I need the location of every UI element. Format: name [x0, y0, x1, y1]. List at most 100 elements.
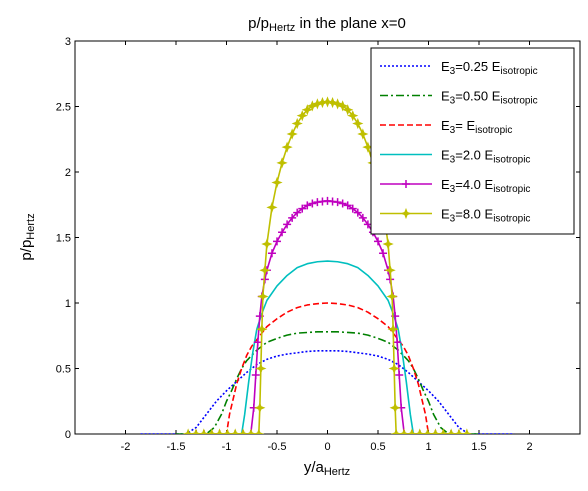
data-point [379, 249, 388, 258]
chart-title: p/pHertz in the plane x=0 [248, 15, 406, 34]
data-point [308, 199, 317, 208]
x-tick-label: 1 [425, 441, 431, 453]
legend-entry: E3=0.25 Eisotropic [380, 59, 538, 77]
data-point [326, 96, 339, 109]
x-tick-label: -0.5 [268, 441, 287, 453]
data-point [362, 141, 374, 153]
data-point [374, 237, 382, 246]
series-line [206, 302, 449, 434]
data-point [338, 199, 347, 208]
series-line [226, 260, 429, 434]
data-point [293, 208, 302, 217]
y-axis: 0 0.5 1 1.5 2 2.5 3 [56, 36, 580, 441]
data-point [254, 402, 266, 414]
series-layer [140, 96, 515, 434]
data-point [395, 371, 404, 380]
data-point [332, 98, 344, 110]
legend-label: E3=2.0 Eisotropic [441, 148, 530, 166]
x-tick-label: 2 [526, 441, 532, 453]
data-point [337, 100, 349, 112]
data-point [343, 201, 352, 210]
data-point [206, 428, 218, 434]
series-3 [206, 302, 449, 434]
data-point [251, 371, 260, 380]
y-axis-label: p/pHertz [18, 213, 37, 260]
data-point [298, 204, 307, 213]
data-point [387, 323, 399, 335]
legend-label: E3= Eisotropic [441, 118, 512, 136]
data-point [190, 428, 202, 434]
data-point [333, 198, 342, 207]
data-point [384, 264, 396, 276]
legend-entry: E3=2.0 Eisotropic [380, 148, 530, 166]
data-point [390, 428, 402, 434]
data-point [281, 141, 293, 153]
x-tick-label: -1 [222, 441, 232, 453]
legend-label: E3=0.25 Eisotropic [441, 59, 538, 77]
data-point [352, 117, 364, 130]
data-point [229, 428, 241, 434]
series-6 [182, 96, 473, 434]
data-point [296, 110, 308, 122]
data-point [382, 238, 394, 250]
data-point [393, 338, 402, 347]
data-point [429, 428, 442, 434]
data-point [406, 428, 418, 434]
data-point [271, 176, 283, 189]
data-point [398, 428, 410, 434]
data-point [261, 238, 273, 250]
data-point [321, 96, 334, 108]
data-point [259, 264, 271, 276]
data-point [283, 220, 292, 229]
x-tick-label: -1.5 [167, 441, 186, 453]
data-point [237, 428, 249, 434]
series-line [176, 331, 479, 434]
legend-entry: E3=0.50 Eisotropic [380, 89, 538, 107]
y-tick-label: 2.5 [56, 102, 71, 114]
data-point [389, 402, 401, 414]
y-tick-label: 0.5 [56, 364, 71, 376]
series-4 [226, 260, 429, 434]
data-point [273, 237, 281, 246]
legend-label: E3=8.0 Eisotropic [441, 207, 530, 225]
x-tick-label: -2 [121, 441, 131, 453]
y-tick-label: 1.5 [56, 233, 71, 245]
data-point [182, 428, 194, 434]
data-point [278, 228, 287, 237]
legend-marker [402, 180, 410, 188]
data-point [198, 428, 210, 434]
data-point [291, 117, 303, 130]
data-point [253, 338, 262, 347]
data-point [388, 362, 400, 375]
data-point [255, 362, 267, 375]
y-tick-label: 0 [65, 429, 71, 441]
data-point [266, 201, 278, 213]
legend-entry: E3=8.0 Eisotropic [380, 207, 530, 225]
x-axis-label: y/aHertz [304, 459, 350, 478]
data-point [358, 213, 367, 222]
x-tick-label: 0 [324, 441, 330, 453]
legend-entry: E3=4.0 Eisotropic [380, 177, 530, 195]
data-point [461, 428, 473, 434]
data-point [257, 290, 269, 303]
data-point [213, 428, 226, 434]
legend-label: E3=4.0 Eisotropic [441, 177, 530, 195]
data-point [348, 204, 357, 213]
legend-marker [400, 207, 412, 220]
data-point [347, 110, 359, 122]
y-tick-label: 1 [65, 298, 71, 310]
data-point [256, 323, 268, 335]
data-point [221, 428, 233, 434]
x-tick-label: 0.5 [370, 441, 385, 453]
legend-entry: E3= Eisotropic [380, 118, 512, 136]
data-point [386, 290, 398, 303]
x-axis: -2 -1.5 -1 -0.5 0 0.5 1 1.5 2 [121, 41, 533, 453]
data-point [437, 428, 449, 434]
series-2 [176, 331, 479, 434]
data-point [276, 157, 288, 169]
data-point [353, 208, 362, 217]
data-point [357, 128, 369, 140]
x-tick-label: 1.5 [471, 441, 486, 453]
y-tick-label: 3 [65, 36, 71, 48]
legend-label: E3=0.50 Eisotropic [441, 89, 538, 107]
